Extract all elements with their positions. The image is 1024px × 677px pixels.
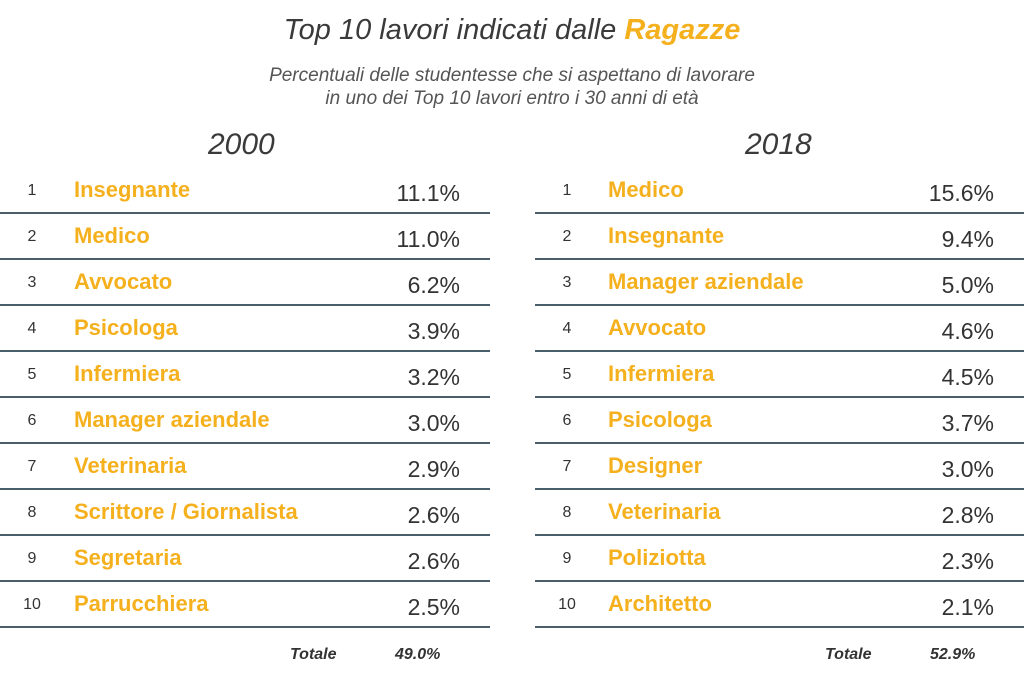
percentage-value: 11.0% (396, 226, 460, 252)
subtitle-line-2: in uno dei Top 10 lavori entro i 30 anni… (325, 88, 699, 109)
rank-number: 9 (562, 550, 572, 567)
rank-number: 2 (27, 228, 37, 245)
ranking-table-left: 1 Insegnante 11.1% 2 Medico 11.0% 3 Avvocato 6.2… (0, 168, 490, 628)
percentage-value: 2.3% (941, 548, 994, 574)
job-name: Psicologa (608, 407, 712, 432)
ranking-table-right: 1 Medico 15.6% 2 Insegnante 9.4% 3 Manager azie… (535, 168, 1024, 628)
rank-number: 1 (27, 182, 37, 199)
job-name: Manager aziendale (608, 269, 804, 294)
job-name: Scrittore / Giornalista (74, 499, 298, 524)
job-name: Insegnante (608, 223, 725, 248)
table-row: 1 Insegnante 11.1% (0, 168, 490, 214)
percentage-value: 2.8% (941, 502, 994, 528)
table-row: 6 Psicologa 3.7% (535, 398, 1024, 444)
rank-number: 5 (27, 366, 37, 383)
page-title: Top 10 lavori indicati dalle Ragazze (0, 14, 1024, 47)
rank-number: 10 (558, 596, 576, 613)
table-row: 5 Infermiera 3.2% (0, 352, 490, 398)
job-name: Infermiera (608, 361, 715, 386)
percentage-value: 3.7% (941, 410, 994, 436)
rank-number: 3 (27, 274, 37, 291)
job-name: Avvocato (608, 315, 707, 340)
job-name: Segretaria (74, 545, 182, 570)
rank-number: 6 (562, 412, 572, 429)
job-name: Insegnante (74, 177, 191, 202)
rank-number: 3 (562, 274, 572, 291)
job-name: Infermiera (74, 361, 181, 386)
subtitle-line-1: Percentuali delle studentesse che si asp… (269, 65, 755, 86)
rank-number: 8 (562, 504, 572, 521)
table-row: 5 Infermiera 4.5% (535, 352, 1024, 398)
percentage-value: 2.1% (941, 594, 994, 620)
job-name: Medico (608, 177, 684, 202)
table-row: 8 Scrittore / Giornalista 2.6% (0, 490, 490, 536)
job-name: Veterinaria (608, 499, 721, 524)
table-row: 4 Psicologa 3.9% (0, 306, 490, 352)
job-name: Architetto (608, 591, 712, 616)
total-label-right: Totale (825, 646, 872, 663)
rank-number: 4 (562, 320, 572, 337)
table-row: 6 Manager aziendale 3.0% (0, 398, 490, 444)
job-name: Psicologa (74, 315, 178, 340)
title-accent: Ragazze (624, 14, 741, 46)
job-name: Parrucchiera (74, 591, 209, 616)
job-name: Poliziotta (608, 545, 706, 570)
job-name: Manager aziendale (74, 407, 270, 432)
table-row: 9 Poliziotta 2.3% (535, 536, 1024, 582)
percentage-value: 5.0% (941, 272, 994, 298)
rank-number: 1 (562, 182, 572, 199)
rank-number: 9 (27, 550, 37, 567)
percentage-value: 3.2% (407, 364, 460, 390)
table-row: 10 Parrucchiera 2.5% (0, 582, 490, 628)
table-row: 7 Designer 3.0% (535, 444, 1024, 490)
title-prefix: Top 10 lavori indicati dalle (283, 14, 617, 46)
year-heading-right: 2018 (745, 128, 812, 161)
year-heading-left: 2000 (208, 128, 275, 161)
rank-number: 7 (27, 458, 37, 475)
table-row: 9 Segretaria 2.6% (0, 536, 490, 582)
table-row: 3 Manager aziendale 5.0% (535, 260, 1024, 306)
table-row: 2 Insegnante 9.4% (535, 214, 1024, 260)
percentage-value: 4.6% (941, 318, 994, 344)
job-name: Medico (74, 223, 150, 248)
table-row: 4 Avvocato 4.6% (535, 306, 1024, 352)
rank-number: 7 (562, 458, 572, 475)
percentage-value: 2.9% (407, 456, 460, 482)
percentage-value: 6.2% (407, 272, 460, 298)
rank-number: 5 (562, 366, 572, 383)
table-row: 2 Medico 11.0% (0, 214, 490, 260)
percentage-value: 11.1% (396, 180, 460, 206)
rank-number: 4 (27, 320, 37, 337)
percentage-value: 4.5% (941, 364, 994, 390)
percentage-value: 3.0% (941, 456, 994, 482)
job-name: Avvocato (74, 269, 173, 294)
job-name: Designer (608, 453, 703, 478)
total-value-left: 49.0% (395, 646, 441, 663)
rank-number: 8 (27, 504, 37, 521)
table-row: 8 Veterinaria 2.8% (535, 490, 1024, 536)
rank-number: 2 (562, 228, 572, 245)
percentage-value: 2.6% (407, 548, 460, 574)
percentage-value: 2.5% (407, 594, 460, 620)
rank-number: 6 (27, 412, 37, 429)
percentage-value: 3.0% (407, 410, 460, 436)
percentage-value: 3.9% (407, 318, 460, 344)
job-name: Veterinaria (74, 453, 187, 478)
rank-number: 10 (23, 596, 41, 613)
table-row: 3 Avvocato 6.2% (0, 260, 490, 306)
page-subtitle: Percentuali delle studentesse che si asp… (0, 64, 1024, 110)
percentage-value: 15.6% (928, 180, 994, 206)
table-row: 1 Medico 15.6% (535, 168, 1024, 214)
total-label-left: Totale (290, 646, 337, 663)
table-row: 7 Veterinaria 2.9% (0, 444, 490, 490)
table-row: 10 Architetto 2.1% (535, 582, 1024, 628)
total-value-right: 52.9% (930, 646, 976, 663)
percentage-value: 9.4% (941, 226, 994, 252)
percentage-value: 2.6% (407, 502, 460, 528)
